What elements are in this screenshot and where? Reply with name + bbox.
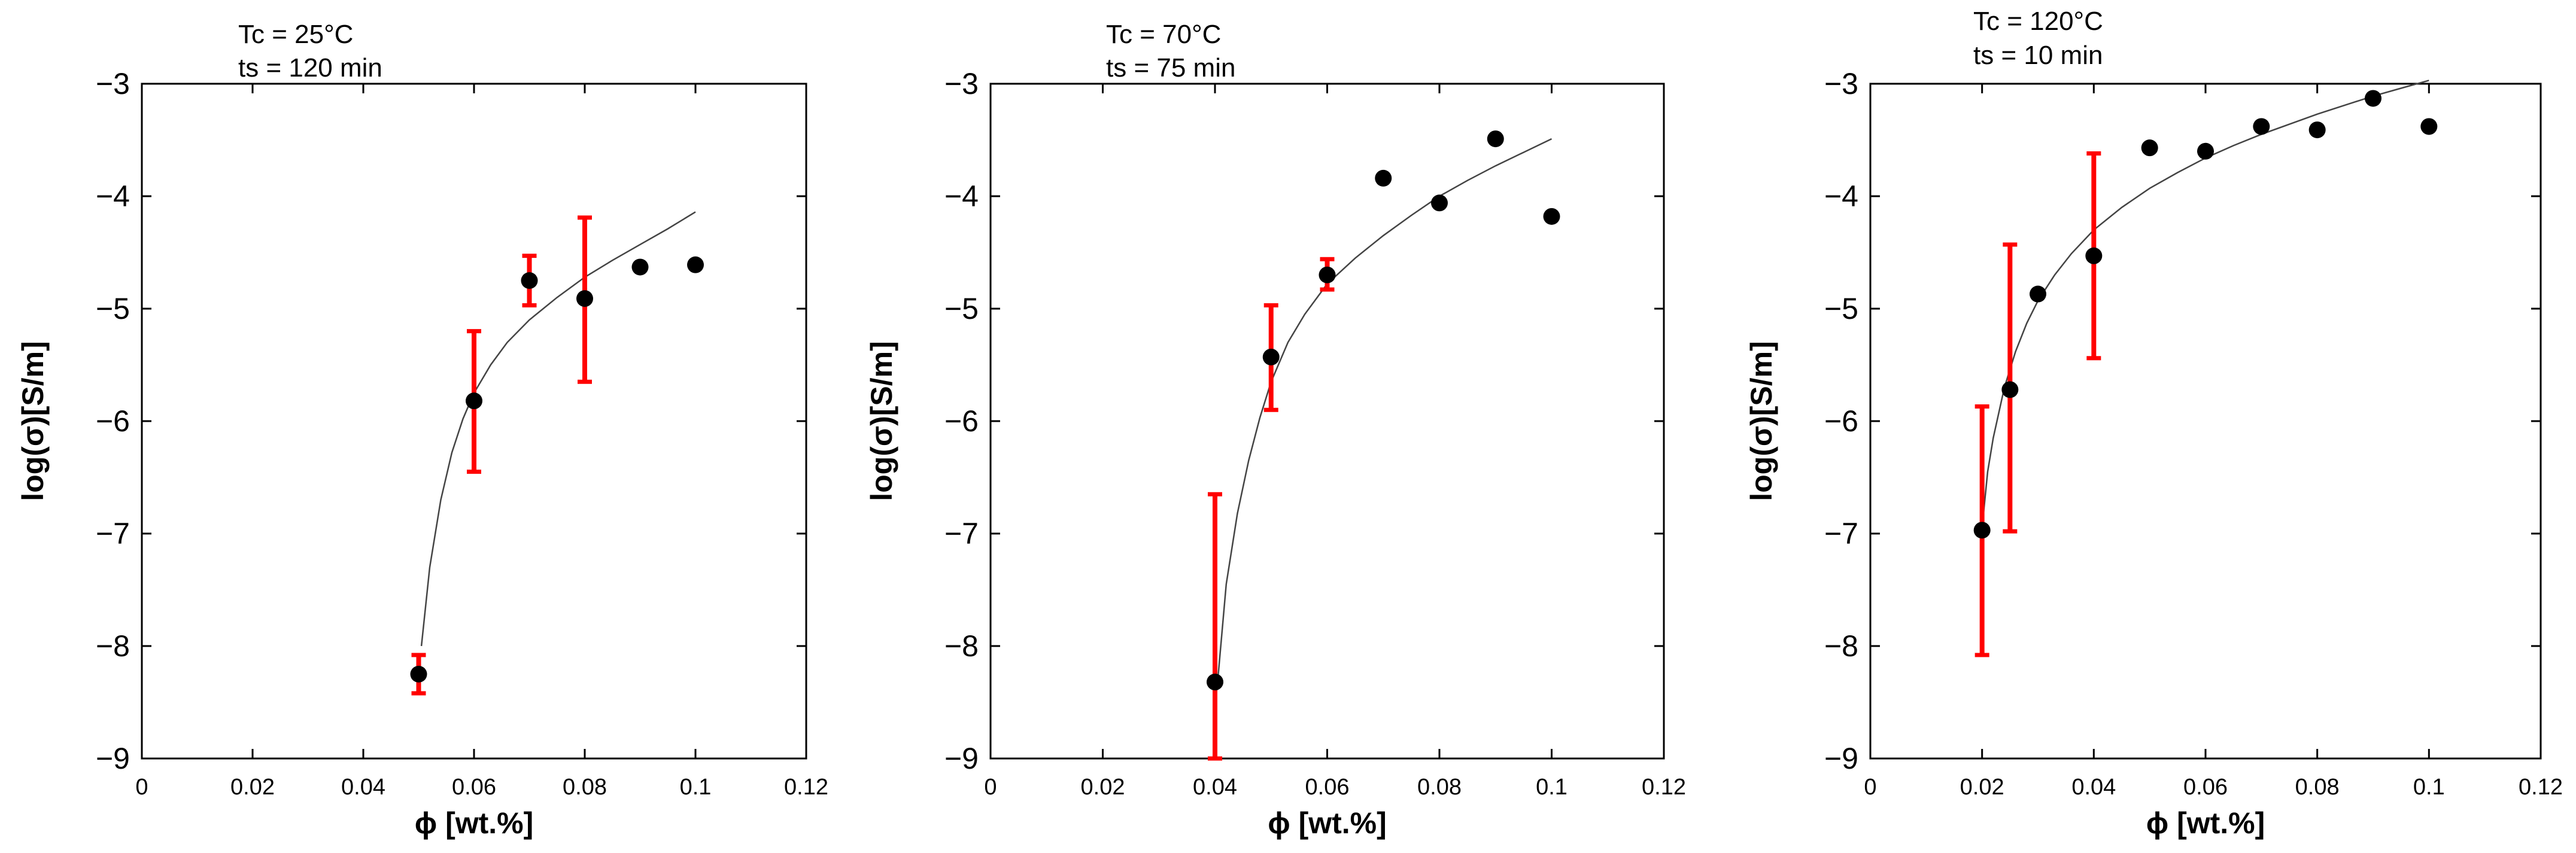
plot-frame: [989, 83, 1665, 760]
data-point: [1973, 522, 1991, 539]
x-tick-label: 0.04: [2071, 775, 2116, 800]
data-point: [2308, 121, 2326, 139]
x-tick-label: 0.08: [563, 775, 607, 800]
chart-panel-2: 0 0.02 0.04 0.06 0.08 0.1 0.12 −3 −4 −5 −6 −7 −8 −9 ϕ …: [865, 20, 1686, 840]
data-point: [1207, 674, 1223, 691]
data-point: [576, 290, 593, 307]
data-point: [2420, 118, 2438, 135]
condition-label: Tc = 120°C: [1973, 7, 2103, 36]
y-tick-label: −3: [944, 67, 979, 100]
x-tick-label: 0.08: [2295, 775, 2340, 800]
y-tick-label: −9: [944, 742, 979, 775]
x-tick-label: 0.12: [784, 775, 828, 800]
data-point: [2141, 139, 2158, 157]
data-point: [1487, 130, 1504, 148]
data-point: [2253, 118, 2270, 135]
chart-panel-3: 0 0.02 0.04 0.06 0.08 0.1 0.12 −3 −4 −5 −6 −7 −8 −9 ϕ …: [1745, 7, 2563, 840]
y-tick-label: −9: [96, 742, 130, 775]
y-tick-label: −4: [96, 179, 130, 213]
x-tick-label: 0.12: [2519, 775, 2563, 800]
y-tick-label: −7: [96, 517, 130, 550]
x-tick-label: 0.1: [2413, 775, 2445, 800]
condition-label: Tc = 70°C: [1106, 20, 1221, 49]
data-point: [466, 392, 482, 410]
y-tick-label: −8: [1824, 629, 1858, 663]
y-tick-label: −8: [944, 629, 979, 663]
data-point: [687, 256, 704, 273]
x-tick-label: 0.12: [1642, 775, 1686, 800]
condition-label: ts = 75 min: [1106, 53, 1235, 83]
y-axis-label: log(σ)[S/m]: [865, 341, 898, 501]
condition-label: ts = 10 min: [1973, 41, 2103, 70]
x-tick-label: 0.02: [1081, 775, 1125, 800]
data-point: [1262, 348, 1280, 365]
x-tick-label: 0.06: [1305, 775, 1350, 800]
y-axis-label: log(σ)[S/m]: [1745, 341, 1778, 501]
y-tick-label: −7: [1824, 517, 1858, 550]
y-tick-label: −3: [1824, 67, 1858, 100]
x-tick-label: 0: [1864, 775, 1876, 800]
data-point: [2197, 142, 2214, 160]
y-tick-label: −5: [944, 292, 979, 325]
x-tick-label: 0.02: [1960, 775, 2004, 800]
y-tick-label: −4: [1824, 179, 1858, 213]
y-tick-label: −4: [944, 179, 979, 213]
y-tick-label: −6: [1824, 404, 1858, 438]
condition-label: Tc = 25°C: [238, 20, 353, 49]
data-point: [1543, 208, 1560, 225]
data-point: [2085, 247, 2103, 264]
condition-label: ts = 120 min: [238, 53, 382, 83]
y-tick-label: −5: [96, 292, 130, 325]
x-axis-label: ϕ [wt.%]: [2146, 806, 2265, 840]
data-point: [1319, 266, 1336, 284]
data-point: [1375, 169, 1392, 187]
data-point: [2001, 381, 2019, 398]
chart-panel-1: 0 0.02 0.04 0.06 0.08 0.1 0.12 −3 −4 −5 −6 −7 −8 −9 ϕ …: [16, 20, 828, 840]
data-point: [2030, 285, 2046, 303]
data-point: [410, 666, 427, 683]
y-tick-label: −7: [944, 517, 979, 550]
x-tick-label: 0.04: [1193, 775, 1237, 800]
x-tick-label: 0: [135, 775, 148, 800]
y-tick-label: −8: [96, 629, 130, 663]
y-axis-label: log(σ)[S/m]: [16, 341, 50, 501]
x-tick-label: 0.06: [452, 775, 496, 800]
y-tick-label: −9: [1824, 742, 1858, 775]
y-tick-label: −5: [1824, 292, 1858, 325]
x-axis-label: ϕ [wt.%]: [415, 806, 534, 840]
x-tick-label: 0.1: [680, 775, 712, 800]
x-tick-label: 0.08: [1417, 775, 1462, 800]
x-tick-label: 0: [984, 775, 997, 800]
x-tick-label: 0.1: [1536, 775, 1568, 800]
data-point: [521, 272, 538, 289]
y-tick-label: −6: [96, 404, 130, 438]
data-point: [2365, 90, 2381, 107]
y-tick-label: −3: [96, 67, 130, 100]
x-axis-label: ϕ [wt.%]: [1268, 806, 1387, 840]
data-point: [1431, 194, 1448, 212]
y-tick-label: −6: [944, 404, 979, 438]
data-point: [631, 258, 649, 276]
plot-frame: [1869, 83, 2542, 760]
x-tick-label: 0.06: [2183, 775, 2228, 800]
fit-curve: [420, 211, 696, 647]
x-tick-label: 0.04: [341, 775, 385, 800]
x-tick-label: 0.02: [230, 775, 275, 800]
